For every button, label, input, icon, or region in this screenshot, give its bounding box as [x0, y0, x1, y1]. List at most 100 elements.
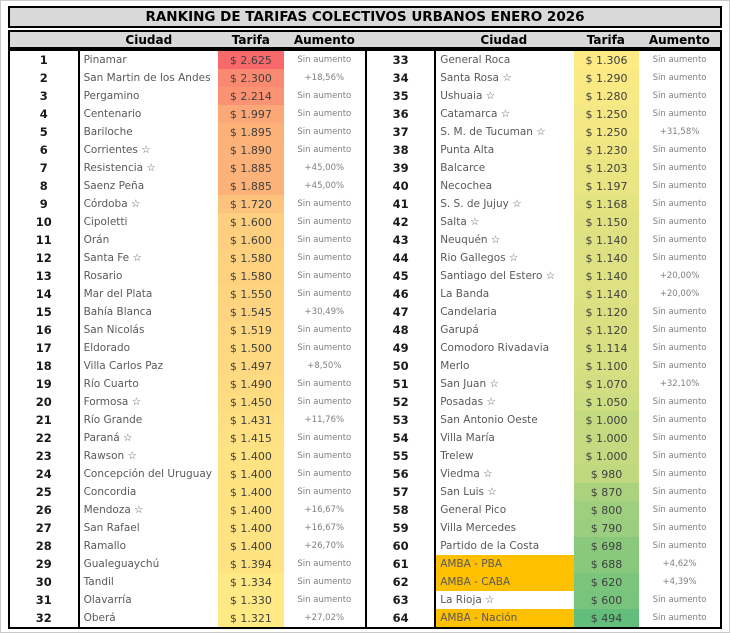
- rank-cell: 22: [10, 429, 80, 447]
- tarifa-cell: $ 2.300: [218, 69, 284, 87]
- tarifa-cell: $ 1.203: [573, 159, 640, 177]
- header-right-half: Ciudad Tarifa Aumento: [365, 32, 720, 47]
- table-row: 46 La Banda $ 1.140 +20,00%: [367, 285, 720, 303]
- table-row: 9 Córdoba ☆ $ 1.720 Sin aumento: [10, 195, 365, 213]
- rank-cell: 30: [10, 573, 80, 591]
- table-row: 21 Río Grande $ 1.431 +11,76%: [10, 411, 365, 429]
- city-cell: San Luis ☆: [440, 486, 497, 498]
- aumento-cell: +18,56%: [304, 73, 345, 83]
- city-cell: S. M. de Tucuman ☆: [440, 126, 546, 138]
- table-row: 13 Rosario $ 1.580 Sin aumento: [10, 267, 365, 285]
- aumento-cell: Sin aumento: [297, 55, 352, 65]
- tarifa-cell: $ 1.720: [218, 195, 284, 213]
- city-cell: Pinamar: [83, 54, 127, 66]
- aumento-cell: +16,67%: [304, 505, 345, 515]
- aumento-cell: +20,00%: [659, 271, 700, 281]
- rank-cell: 62: [367, 573, 437, 591]
- table-row: 1 Pinamar $ 2.625 Sin aumento: [10, 51, 365, 69]
- city-cell: Tandil: [83, 576, 114, 588]
- city-cell: Paraná ☆: [83, 432, 133, 444]
- table-row: 25 Concordia $ 1.400 Sin aumento: [10, 483, 365, 501]
- aumento-cell: +20,00%: [659, 289, 700, 299]
- city-cell: Rosario: [83, 270, 123, 282]
- table-row: 55 Trelew $ 1.000 Sin aumento: [367, 447, 720, 465]
- aumento-cell: Sin aumento: [297, 433, 352, 443]
- tarifa-cell: $ 1.334: [218, 573, 284, 591]
- aumento-cell: +16,67%: [304, 523, 345, 533]
- table-right-half: 33 General Roca $ 1.306 Sin aumento 34 S…: [365, 51, 720, 627]
- table-row: 26 Mendoza ☆ $ 1.400 +16,67%: [10, 501, 365, 519]
- rank-cell: 59: [367, 519, 437, 537]
- rank-cell: 36: [367, 105, 437, 123]
- city-cell: Cipoletti: [83, 216, 128, 228]
- rank-cell: 51: [367, 375, 437, 393]
- city-cell: AMBA - PBA: [436, 555, 574, 573]
- table-row: 48 Garupá $ 1.120 Sin aumento: [367, 321, 720, 339]
- tarifa-cell: $ 1.400: [218, 519, 284, 537]
- table-row: 64 AMBA - Nación $ 494 Sin aumento: [367, 609, 720, 627]
- city-cell: Posadas ☆: [440, 396, 496, 408]
- rank-cell: 57: [367, 483, 437, 501]
- tarifa-cell: $ 1.000: [573, 447, 640, 465]
- table-row: 43 Neuquén ☆ $ 1.140 Sin aumento: [367, 231, 720, 249]
- rank-cell: 38: [367, 141, 437, 159]
- city-cell: General Roca: [440, 54, 511, 66]
- rank-cell: 43: [367, 231, 437, 249]
- table-row: 53 San Antonio Oeste $ 1.000 Sin aumento: [367, 411, 720, 429]
- city-cell: Salta ☆: [440, 216, 480, 228]
- city-cell: Villa Mercedes: [440, 522, 517, 534]
- table-row: 51 San Juan ☆ $ 1.070 +32,10%: [367, 375, 720, 393]
- table-row: 18 Villa Carlos Paz $ 1.497 +8,50%: [10, 357, 365, 375]
- table-row: 19 Río Cuarto $ 1.490 Sin aumento: [10, 375, 365, 393]
- aumento-cell: Sin aumento: [652, 199, 707, 209]
- rank-cell: 63: [367, 591, 437, 609]
- aumento-cell: Sin aumento: [297, 145, 352, 155]
- tarifa-cell: $ 1.580: [218, 249, 284, 267]
- rank-cell: 5: [10, 123, 80, 141]
- aumento-cell: Sin aumento: [652, 253, 707, 263]
- tarifa-cell: $ 1.394: [218, 555, 284, 573]
- tarifa-cell: $ 1.070: [573, 375, 640, 393]
- aumento-cell: +27,02%: [304, 613, 345, 623]
- city-cell: Eldorado: [83, 342, 131, 354]
- city-cell: Resistencia ☆: [83, 162, 156, 174]
- table-row: 8 Saenz Peña $ 1.885 +45,00%: [10, 177, 365, 195]
- tarifa-cell: $ 1.415: [218, 429, 284, 447]
- table-row: 40 Necochea $ 1.197 Sin aumento: [367, 177, 720, 195]
- city-cell: S. S. de Jujuy ☆: [440, 198, 522, 210]
- city-cell: Necochea: [440, 180, 493, 192]
- rank-cell: 64: [367, 609, 437, 627]
- aumento-cell: Sin aumento: [297, 109, 352, 119]
- rank-cell: 24: [10, 465, 80, 483]
- rank-cell: 41: [367, 195, 437, 213]
- page-title: RANKING DE TARIFAS COLECTIVOS URBANOS EN…: [8, 6, 722, 28]
- city-cell: Catamarca ☆: [440, 108, 511, 120]
- rank-cell: 52: [367, 393, 437, 411]
- tarifa-cell: $ 1.306: [573, 51, 640, 69]
- rank-cell: 28: [10, 537, 80, 555]
- table-row: 45 Santiago del Estero ☆ $ 1.140 +20,00%: [367, 267, 720, 285]
- city-cell: Balcarce: [440, 162, 486, 174]
- rank-cell: 1: [10, 51, 80, 69]
- aumento-header: Aumento: [293, 32, 355, 47]
- aumento-cell: Sin aumento: [652, 73, 707, 83]
- aumento-cell: +45,00%: [304, 163, 345, 173]
- city-cell: San Martin de los Andes: [83, 72, 211, 84]
- tarifa-cell: $ 1.140: [573, 231, 640, 249]
- rank-cell: 35: [367, 87, 437, 105]
- rank-cell: 40: [367, 177, 437, 195]
- table-row: 37 S. M. de Tucuman ☆ $ 1.250 +31,58%: [367, 123, 720, 141]
- aumento-cell: Sin aumento: [297, 577, 352, 587]
- tarifa-cell: $ 600: [573, 591, 640, 609]
- table-row: 29 Gualeguaychú $ 1.394 Sin aumento: [10, 555, 365, 573]
- ciudad-header: Ciudad: [125, 32, 173, 47]
- rank-cell: 60: [367, 537, 437, 555]
- table-row: 7 Resistencia ☆ $ 1.885 +45,00%: [10, 159, 365, 177]
- city-cell: AMBA - Nación: [436, 609, 574, 627]
- table-row: 35 Ushuaia ☆ $ 1.280 Sin aumento: [367, 87, 720, 105]
- tarifa-cell: $ 1.450: [218, 393, 284, 411]
- table-body: 1 Pinamar $ 2.625 Sin aumento 2 San Mart…: [8, 49, 722, 629]
- aumento-cell: Sin aumento: [652, 415, 707, 425]
- aumento-cell: Sin aumento: [652, 181, 707, 191]
- city-cell: San Rafael: [83, 522, 140, 534]
